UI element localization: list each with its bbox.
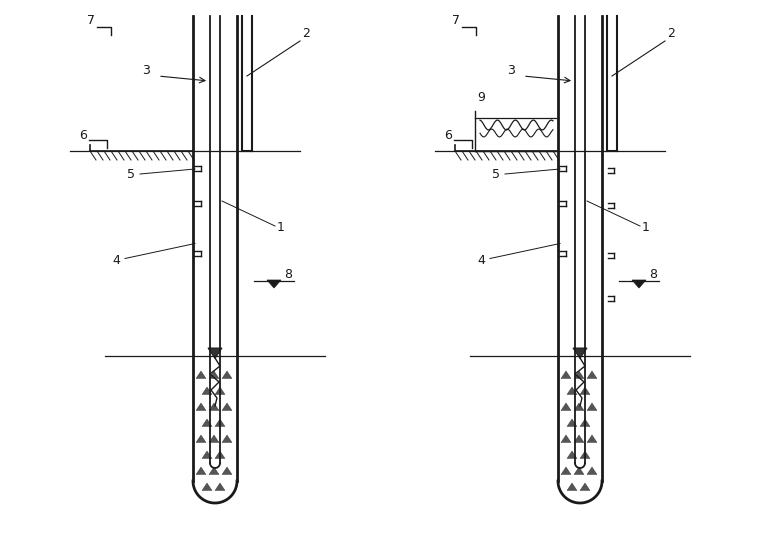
Polygon shape [222, 435, 232, 443]
Polygon shape [209, 435, 219, 443]
Polygon shape [587, 403, 597, 411]
Polygon shape [574, 467, 584, 474]
Text: 2: 2 [667, 27, 675, 40]
Polygon shape [561, 467, 571, 474]
Text: 6: 6 [444, 129, 452, 142]
Polygon shape [222, 403, 232, 411]
Polygon shape [196, 403, 206, 411]
Polygon shape [222, 467, 232, 474]
Text: 5: 5 [492, 168, 500, 181]
Text: 1: 1 [642, 221, 650, 234]
Polygon shape [580, 387, 590, 394]
Polygon shape [202, 387, 212, 394]
Polygon shape [196, 467, 206, 474]
Polygon shape [202, 419, 212, 426]
Text: 4: 4 [477, 254, 485, 267]
Text: 9: 9 [477, 91, 485, 104]
Polygon shape [587, 371, 597, 379]
Text: 7: 7 [452, 14, 460, 27]
Polygon shape [209, 371, 219, 379]
Text: 5: 5 [127, 168, 135, 181]
Polygon shape [222, 371, 232, 379]
Polygon shape [580, 419, 590, 426]
Polygon shape [561, 371, 571, 379]
Polygon shape [202, 451, 212, 459]
Polygon shape [267, 280, 281, 288]
Polygon shape [580, 483, 590, 491]
Text: 4: 4 [112, 254, 120, 267]
Text: 7: 7 [87, 14, 95, 27]
Polygon shape [580, 451, 590, 459]
Polygon shape [196, 371, 206, 379]
Polygon shape [567, 451, 577, 459]
Text: 3: 3 [142, 64, 150, 77]
Polygon shape [215, 387, 225, 394]
Text: 1: 1 [277, 221, 285, 234]
Polygon shape [215, 419, 225, 426]
Polygon shape [574, 403, 584, 411]
Polygon shape [196, 435, 206, 443]
Polygon shape [632, 280, 646, 288]
Polygon shape [209, 403, 219, 411]
Polygon shape [209, 467, 219, 474]
Text: 3: 3 [507, 64, 515, 77]
Polygon shape [567, 483, 577, 491]
Polygon shape [561, 435, 571, 443]
Polygon shape [567, 419, 577, 426]
Text: 8: 8 [284, 268, 292, 281]
Polygon shape [215, 451, 225, 459]
Polygon shape [567, 387, 577, 394]
Polygon shape [573, 348, 587, 359]
Polygon shape [574, 435, 584, 443]
Polygon shape [574, 371, 584, 379]
Polygon shape [587, 467, 597, 474]
Polygon shape [215, 483, 225, 491]
Polygon shape [208, 348, 222, 359]
Text: 2: 2 [302, 27, 310, 40]
Text: 6: 6 [79, 129, 87, 142]
Polygon shape [587, 435, 597, 443]
Polygon shape [561, 403, 571, 411]
Text: 8: 8 [649, 268, 657, 281]
Polygon shape [202, 483, 212, 491]
